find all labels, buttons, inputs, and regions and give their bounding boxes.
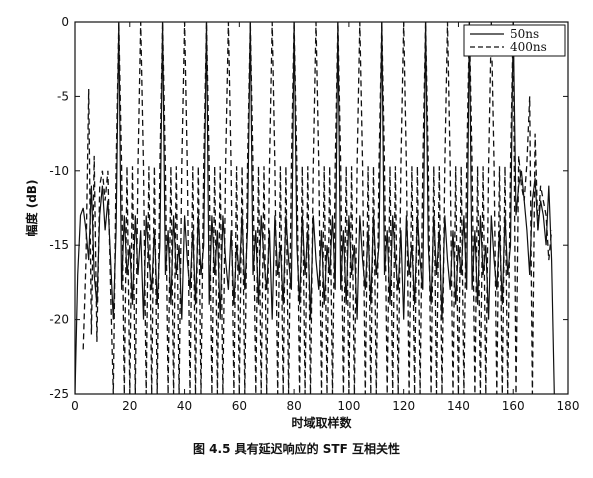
figure-caption: 图 4.5 具有延迟响应的 STF 互相关性 xyxy=(0,440,593,457)
x-tick-label: 40 xyxy=(177,399,192,413)
x-tick-label: 60 xyxy=(232,399,247,413)
y-tick-label: 0 xyxy=(61,15,69,29)
y-tick-label: -25 xyxy=(49,387,69,401)
legend-label-50ns: 50ns xyxy=(510,27,539,41)
x-tick-label: 160 xyxy=(502,399,525,413)
x-tick-label: 120 xyxy=(392,399,415,413)
legend-label-400ns: 400ns xyxy=(510,40,547,54)
x-tick-label: 20 xyxy=(122,399,137,413)
x-tick-label: 0 xyxy=(71,399,79,413)
y-axis-title: 幅度 (dB) xyxy=(24,180,39,237)
x-tick-label: 80 xyxy=(286,399,301,413)
x-axis-title: 时域取样数 xyxy=(291,415,352,430)
x-tick-label: 140 xyxy=(447,399,470,413)
y-tick-label: -5 xyxy=(57,89,69,103)
y-tick-label: -15 xyxy=(49,238,69,252)
y-tick-label: -10 xyxy=(49,164,69,178)
x-tick-label: 100 xyxy=(337,399,360,413)
x-tick-label: 180 xyxy=(557,399,580,413)
y-tick-label: -20 xyxy=(49,313,69,327)
